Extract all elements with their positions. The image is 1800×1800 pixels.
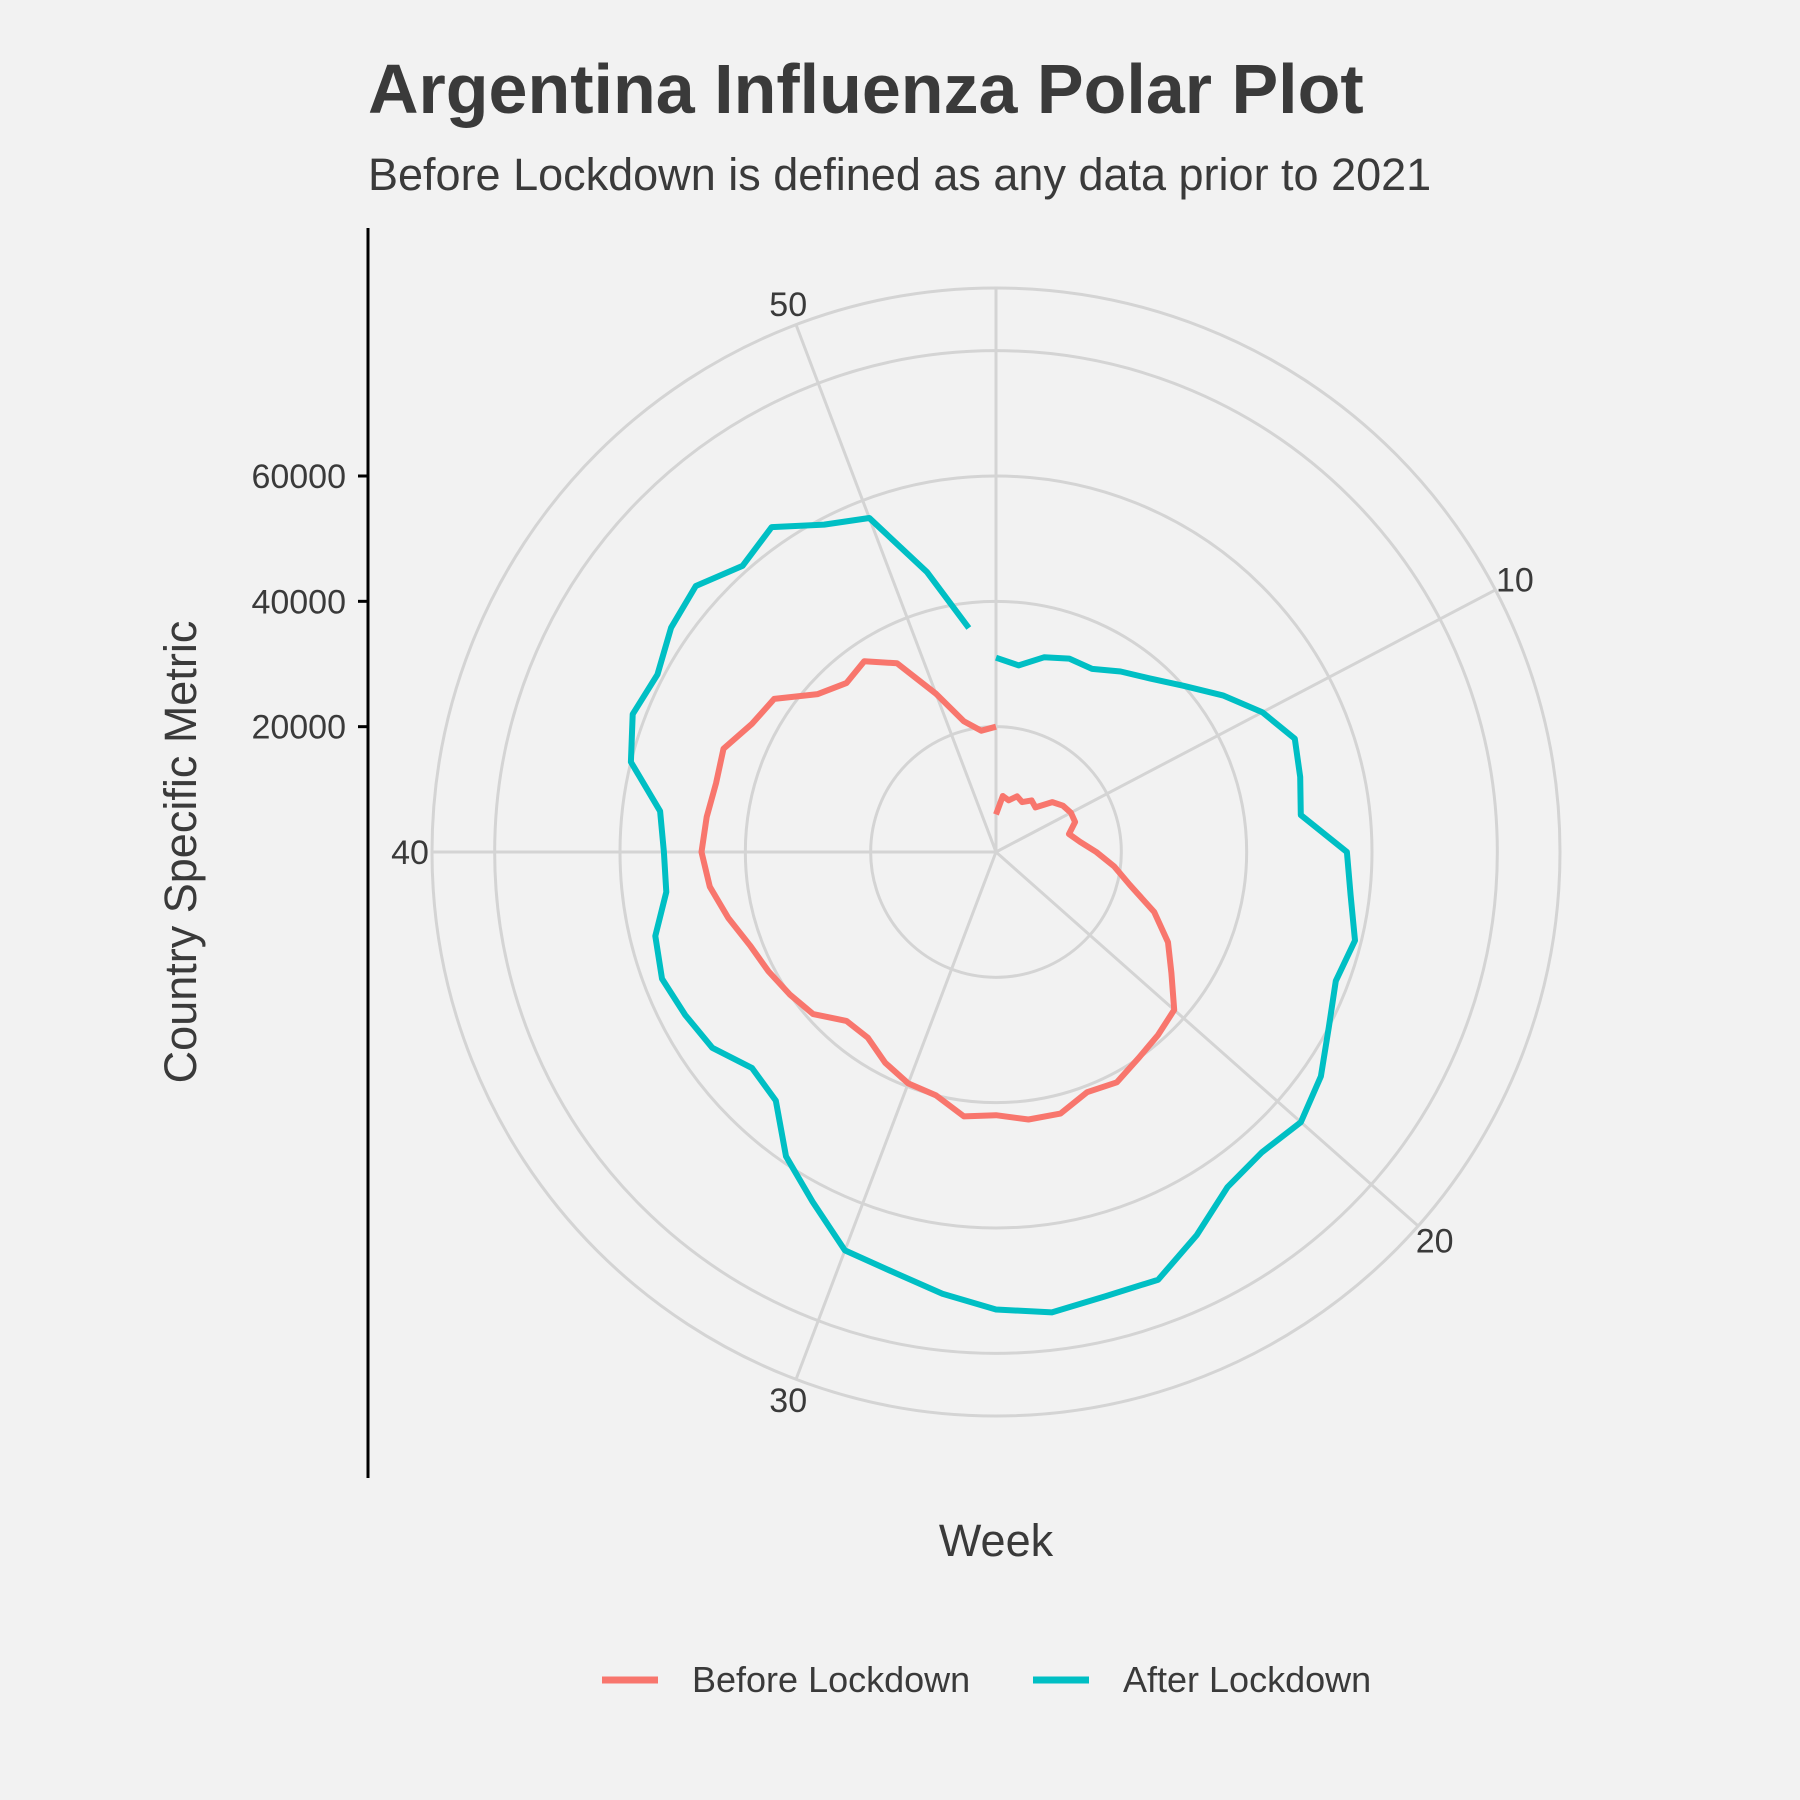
week-tick-label: 40 <box>391 834 429 872</box>
week-tick-label: 10 <box>1496 562 1534 600</box>
series-line-after-lockdown <box>627 515 1358 1316</box>
legend-label: Before Lockdown <box>692 1659 970 1700</box>
grid-spoke <box>995 850 1420 1228</box>
grid-spoke <box>794 324 998 853</box>
week-tick-label: 20 <box>1416 1223 1454 1261</box>
legend: Before Lockdown After Lockdown <box>602 1659 1371 1700</box>
y-tick-label: 20000 <box>251 709 346 747</box>
y-axis-title: Country Specific Metric <box>155 621 206 1084</box>
legend-label: After Lockdown <box>1123 1659 1371 1700</box>
y-tick-label: 40000 <box>251 583 346 621</box>
week-tick-label: 50 <box>769 286 807 324</box>
week-tick-labels: 10 20 30 40 50 <box>391 286 1534 1420</box>
week-tick-label: 30 <box>769 1382 807 1420</box>
chart-title: Argentina Influenza Polar Plot <box>368 50 1364 128</box>
series-line-before-lockdown <box>698 658 1178 1123</box>
y-axis-ticks: 20000 40000 60000 <box>251 458 368 747</box>
x-axis-title: Week <box>939 1515 1054 1566</box>
polar-grid <box>430 286 1562 1418</box>
grid-spoke <box>995 588 1497 854</box>
grid-spoke <box>794 851 998 1380</box>
chart-subtitle: Before Lockdown is defined as any data p… <box>368 149 1431 200</box>
series-layer <box>627 515 1358 1316</box>
y-tick-label: 60000 <box>251 458 346 496</box>
